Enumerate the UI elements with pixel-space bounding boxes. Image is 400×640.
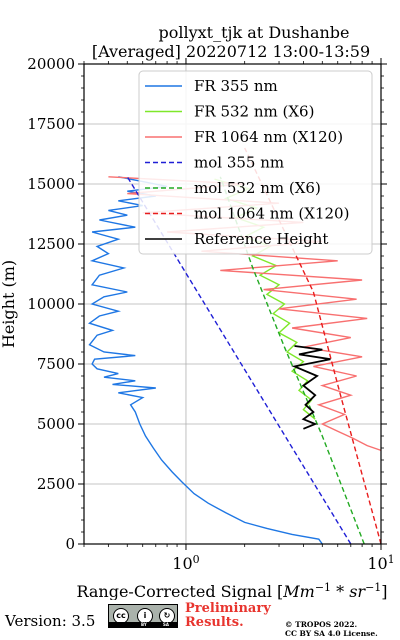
cc-sa-text: SA [163, 622, 169, 627]
y-tick-label: 7500 [37, 355, 75, 373]
legend-label: mol 1064 nm (X120) [194, 205, 349, 223]
y-tick-label: 0 [65, 535, 75, 553]
y-tick-label: 17500 [27, 115, 75, 133]
preliminary-line-1: Preliminary [185, 601, 271, 616]
preliminary-line-2: Results. [185, 615, 244, 630]
y-tick-label: 20000 [27, 55, 75, 73]
cc-license-badge: cc i ↻ BY SA [108, 604, 178, 628]
legend-label: FR 355 nm [194, 77, 278, 95]
license-text: © TROPOS 2022. CC BY SA 4.0 License. [285, 620, 378, 638]
legend-label: FR 1064 nm (X120) [194, 128, 343, 146]
chart-figure: pollyxt_tjk at Dushanbe [Averaged] 20220… [0, 23, 395, 601]
plot-area: 0 2500 5000 7500 10000 12500 15000 17500 20000 10… [27, 55, 394, 573]
y-tick-label: 5000 [37, 415, 75, 433]
legend-label: FR 532 nm (X6) [194, 103, 314, 121]
x-tick-label: 101 [367, 553, 394, 574]
y-tick-label: 12500 [27, 235, 75, 253]
version-label: Version: 3.5 [5, 612, 96, 630]
legend-label: mol 355 nm [194, 154, 284, 172]
series-line-6 [291, 345, 331, 430]
chart-title-line-1: pollyxt_tjk at Dushanbe [158, 23, 349, 42]
preliminary-notice: Preliminary Results. [185, 602, 271, 630]
license-line-2: CC BY SA 4.0 License. [285, 629, 378, 638]
y-tick-label: 2500 [37, 475, 75, 493]
x-tick-label: 100 [172, 553, 199, 574]
license-line-1: © TROPOS 2022. [285, 620, 358, 629]
legend-box [138, 70, 373, 255]
series-line-0 [87, 176, 323, 545]
legend-label: mol 532 nm (X6) [194, 179, 321, 197]
y-tick-label: 15000 [27, 175, 75, 193]
cc-by-text: BY [141, 622, 147, 627]
legend: FR 355 nm FR 532 nm (X6) FR 1064 nm (X120)… [138, 70, 373, 255]
legend-label: Reference Height [194, 230, 328, 248]
y-tick-label: 10000 [27, 295, 75, 313]
y-axis-label: Height (m) [0, 260, 18, 348]
x-axis-label: Range-Corrected Signal [Mm−1 * sr−1] [76, 581, 387, 601]
chart-title-line-2: [Averaged] 20220712 13:00-13:59 [92, 42, 370, 61]
